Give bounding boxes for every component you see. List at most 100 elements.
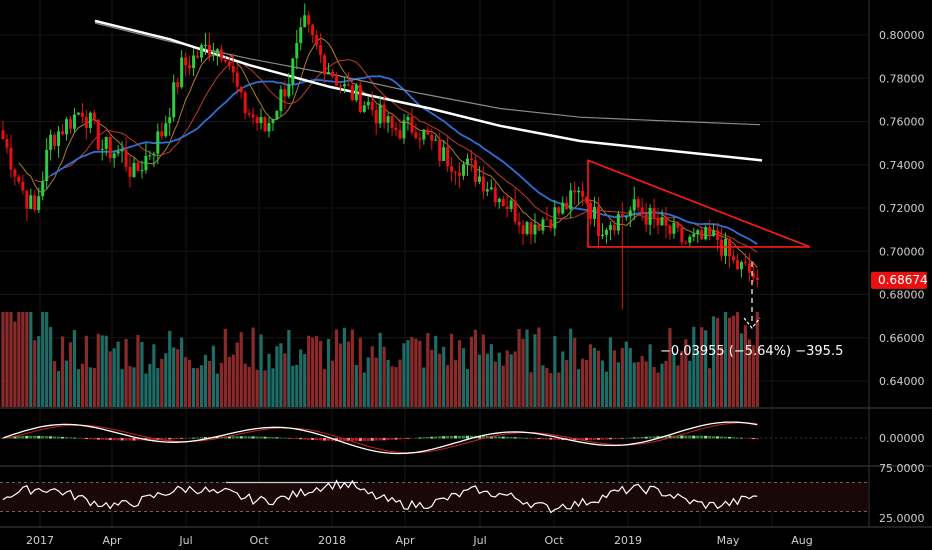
volume-bar — [704, 330, 708, 407]
volume-bar — [751, 345, 755, 407]
candle-body — [144, 155, 148, 171]
macd-hist-bar — [108, 438, 112, 441]
time-tick-label: Oct — [544, 534, 564, 547]
candle-body — [438, 139, 442, 161]
candle-body — [275, 111, 279, 119]
macd-hist-bar — [537, 438, 541, 440]
volume-bar — [533, 334, 537, 407]
macd-hist-bar — [743, 438, 747, 439]
price-tick-label: 0.70000 — [879, 245, 925, 258]
volume-bar — [342, 327, 347, 407]
macd-hist-bar — [342, 438, 347, 442]
candle-body — [477, 176, 481, 182]
volume-bar — [259, 334, 263, 407]
volume-bar — [319, 340, 323, 407]
macd-hist-bar — [354, 438, 358, 442]
rsi-line — [2, 479, 758, 514]
volume-bar — [410, 337, 414, 407]
candle-body — [124, 149, 128, 167]
volume-bar — [215, 373, 219, 407]
candle-body — [517, 221, 521, 226]
candle-body — [485, 189, 489, 192]
volume-bar — [13, 321, 17, 407]
candle-body — [243, 92, 247, 114]
volume-bar — [354, 364, 358, 407]
candle-body — [215, 49, 219, 55]
candle-body — [624, 216, 628, 218]
macd-hist-bar — [104, 438, 108, 440]
candle-body — [231, 65, 235, 73]
volume-bar — [457, 340, 462, 407]
volume-bar — [21, 312, 25, 407]
volume-bar — [247, 366, 251, 407]
volume-bar — [172, 347, 176, 407]
macd-hist-bar — [92, 438, 96, 440]
volume-bar — [723, 312, 728, 407]
volume-bar — [5, 312, 9, 407]
volume-bar — [517, 328, 521, 407]
macd-hist-bar — [267, 436, 271, 439]
candle-body — [497, 198, 501, 203]
candle-body — [553, 207, 557, 229]
volume-bar — [72, 330, 77, 407]
volume-bar — [438, 353, 442, 407]
volume-bar — [648, 344, 652, 407]
macd-hist-bar — [731, 437, 736, 439]
candle-body — [549, 219, 553, 229]
macd-hist-bar — [489, 436, 493, 439]
volume-bar — [164, 353, 168, 407]
macd-hist-bar — [684, 435, 688, 439]
volume-bar — [398, 359, 402, 407]
candle-body — [430, 134, 434, 141]
macd-hist-bar — [283, 437, 287, 439]
candle-body — [37, 196, 41, 211]
time-tick-label: Apr — [102, 534, 122, 547]
macd-hist-bar — [80, 438, 84, 439]
candle-body — [382, 104, 386, 123]
macd-hist-bar — [100, 438, 104, 440]
candles[interactable] — [1, 3, 759, 310]
candle-body — [72, 114, 76, 129]
volume-bar — [628, 347, 632, 407]
macd-hist-bar — [652, 436, 656, 439]
volume-bar — [596, 350, 601, 407]
candle-body — [533, 224, 537, 235]
candle-body — [239, 86, 243, 93]
volume-bar — [235, 342, 239, 407]
volume-bar — [747, 339, 751, 407]
volume-bar — [160, 358, 164, 407]
candle-body — [704, 227, 708, 240]
volume-bar — [434, 335, 438, 407]
macd-hist-bar — [199, 437, 204, 439]
candle-body — [311, 24, 315, 36]
volume-bar — [489, 344, 493, 407]
macd-hist-bar — [592, 438, 597, 440]
macd-hist-bar — [64, 437, 69, 439]
volume-bar — [199, 365, 204, 407]
volume-bar — [338, 343, 343, 407]
candle-body — [188, 65, 192, 69]
volume-bar — [362, 372, 366, 407]
volume-bar — [688, 360, 692, 407]
volume-bar — [263, 370, 267, 407]
volume-bar — [727, 317, 732, 407]
candle-body — [25, 190, 29, 209]
macd-hist-bar — [457, 435, 462, 439]
volume-bar — [136, 334, 140, 407]
macd-hist-bar — [203, 437, 208, 439]
last-price-tag-bg — [871, 271, 927, 289]
candle-body — [688, 236, 692, 243]
candle-body — [644, 213, 648, 225]
candle-body — [529, 222, 533, 235]
volume-bar — [187, 359, 192, 407]
macd-tick-label: 0.00000 — [879, 432, 925, 445]
volume-bar — [450, 333, 454, 407]
candle-body — [585, 196, 589, 203]
volume-bar — [33, 340, 37, 407]
candle-body — [676, 223, 680, 228]
candle-body — [33, 195, 37, 211]
candle-body — [223, 59, 227, 62]
candle-body — [104, 136, 108, 149]
